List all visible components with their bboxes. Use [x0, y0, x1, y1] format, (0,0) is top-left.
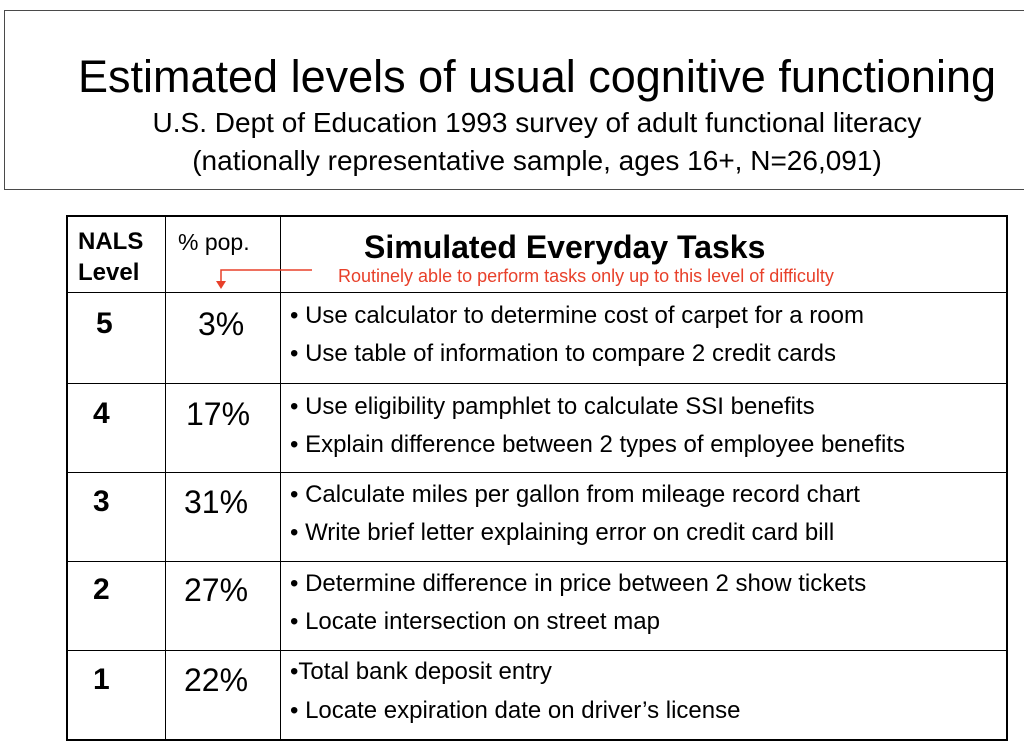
level-4: 4 [93, 397, 110, 430]
header-nals-label: NALS [78, 228, 144, 255]
level-2: 2 [93, 573, 110, 606]
row-divider [68, 383, 1006, 384]
task-level-1-a: •Total bank deposit entry [290, 658, 552, 685]
page-title: Estimated levels of usual cognitive func… [77, 51, 997, 102]
row-divider [68, 472, 1006, 473]
level-3: 3 [93, 485, 110, 518]
column-divider [280, 217, 281, 739]
task-level-1-b: • Locate expiration date on driver’s lic… [290, 697, 741, 724]
difficulty-annotation: Routinely able to perform tasks only up … [338, 266, 834, 286]
task-level-2-a: • Determine difference in price between … [290, 570, 867, 597]
level-1: 1 [93, 663, 110, 696]
subtitle-sample: (nationally representative sample, ages … [192, 145, 882, 176]
pct-level-5: 3% [198, 306, 245, 342]
column-divider [165, 217, 166, 739]
pct-level-4: 17% [186, 396, 251, 432]
row-divider [68, 292, 1006, 293]
task-level-5-b: • Use table of information to compare 2 … [290, 340, 836, 367]
task-level-5-a: • Use calculator to determine cost of ca… [290, 302, 864, 329]
header-pct-pop: % pop. [178, 229, 250, 255]
subtitle-survey: U.S. Dept of Education 1993 survey of ad… [152, 107, 922, 138]
task-level-3-b: • Write brief letter explaining error on… [290, 519, 835, 546]
title-panel: Estimated levels of usual cognitive func… [4, 10, 1024, 190]
header-simulated-tasks: Simulated Everyday Tasks [364, 229, 766, 265]
pct-level-1: 22% [184, 662, 249, 698]
header-level-label: Level [78, 259, 140, 286]
row-divider [68, 650, 1006, 651]
task-level-4-b: • Explain difference between 2 types of … [290, 431, 906, 458]
task-level-3-a: • Calculate miles per gallon from mileag… [290, 481, 860, 508]
row-divider [68, 561, 1006, 562]
task-level-4-a: • Use eligibility pamphlet to calculate … [290, 393, 815, 420]
task-level-2-b: • Locate intersection on street map [290, 608, 660, 635]
literacy-table: NALS Level % pop. Simulated Everyday Tas… [66, 215, 1008, 741]
level-5: 5 [96, 307, 113, 340]
pct-level-2: 27% [184, 572, 249, 608]
header-nals-level: NALS Level [78, 226, 143, 288]
pct-level-3: 31% [184, 484, 249, 520]
annotation-arrow-icon [216, 269, 312, 289]
